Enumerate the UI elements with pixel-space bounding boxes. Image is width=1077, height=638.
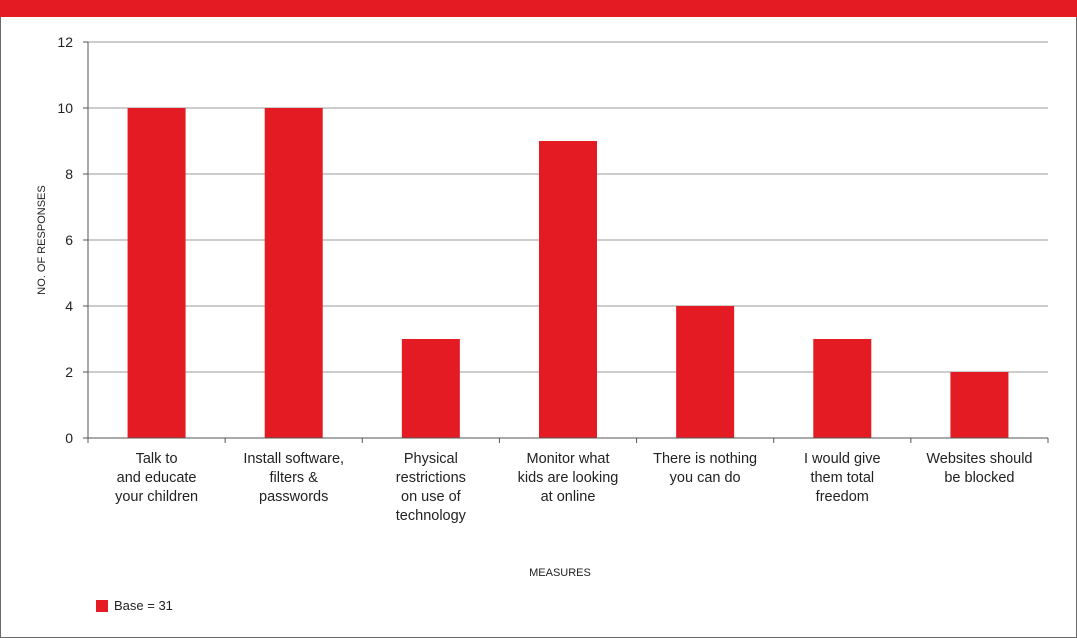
x-tick-label: There is nothing you can do <box>653 451 757 486</box>
x-tick-label: Monitor what kids are looking at online <box>518 451 619 505</box>
bars <box>127 108 1009 438</box>
y-tick-label: 6 <box>65 232 73 248</box>
y-tick-label: 8 <box>65 166 73 182</box>
y-tick-label: 4 <box>65 298 73 314</box>
bar <box>264 108 323 438</box>
y-tick-label: 0 <box>65 430 73 446</box>
x-tick-label: I would give them total freedom <box>804 451 881 505</box>
axes: 0 2 4 6 8 10 12 Talk to and educate your children… <box>57 34 1049 524</box>
bar <box>401 339 460 438</box>
y-tick-label: 10 <box>57 100 73 116</box>
y-tick-label: 12 <box>57 34 73 50</box>
legend-swatch <box>96 599 108 612</box>
y-tick-label: 2 <box>65 364 73 380</box>
bar <box>676 306 735 438</box>
bar <box>950 372 1009 438</box>
x-tick-label: Websites should be blocked <box>926 451 1032 486</box>
bar <box>127 108 186 438</box>
x-tick-label: Install software, filters & passwords <box>243 451 344 505</box>
x-tick-label: Talk to and educate your children <box>115 451 198 505</box>
legend-label: Base = 31 <box>114 598 173 613</box>
y-axis-label: NO. OF RESPONSES <box>36 185 48 294</box>
bar <box>813 339 872 438</box>
x-axis-label: MEASURES <box>529 567 591 579</box>
bar <box>539 141 597 438</box>
header-bar <box>0 0 1077 17</box>
x-tick-label: Physical restrictions on use of technology <box>396 451 467 524</box>
legend: Base = 31 <box>96 598 173 613</box>
